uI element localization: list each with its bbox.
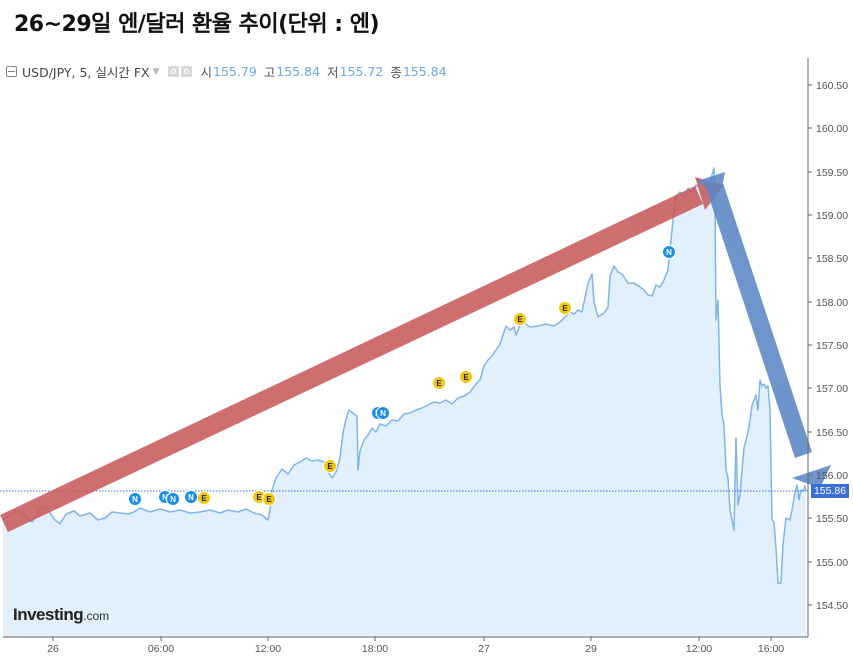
svg-text:E: E [562,304,568,313]
y-tick-label: 157.00 [816,383,848,395]
svg-text:N: N [666,248,672,257]
chevron-down-icon[interactable]: ▼ [152,66,160,77]
low-value: 155.72 [339,64,384,79]
open-label: 시 [200,65,213,80]
collapse-icon[interactable] [6,66,17,77]
y-tick-label: 154.50 [816,600,848,612]
low-label: 저 [327,65,339,80]
y-tick-label: 159.50 [816,167,848,179]
svg-text:E: E [201,494,207,503]
svg-text:N: N [132,495,138,504]
y-tick-label: 156.50 [816,427,848,439]
y-tick-label: 160.50 [816,80,848,92]
economic-event-marker[interactable]: E [459,370,473,384]
y-tick-label: 155.00 [816,557,848,569]
logo-suffix: .com [83,609,110,623]
economic-event-marker[interactable]: E [513,312,527,326]
svg-text:N: N [162,493,168,502]
economic-event-marker[interactable]: E [197,491,211,505]
x-tick-label: 16:00 [758,643,784,655]
y-tick-label: 159.00 [816,210,848,222]
y-tick-label: 155.50 [816,513,848,525]
svg-text:E: E [266,495,272,504]
close-label: 종 [390,65,402,80]
investing-logo: Investing.com [13,605,109,625]
chart-legend: USD/JPY, 5, 실시간 FX ▼ 시 155.79 고 155.84 저… [6,62,447,81]
symbol-label[interactable]: USD/JPY, 5, 실시간 FX [22,65,150,80]
downtrend-arrow [697,172,831,488]
gear-icon[interactable] [180,66,192,77]
svg-text:E: E [327,462,333,471]
price-area [3,168,806,637]
x-tick-label: 26 [47,643,59,655]
x-tick-label: 27 [478,643,490,655]
svg-text:N: N [380,409,386,418]
svg-text:E: E [256,493,262,502]
x-tick-label: 29 [585,643,597,655]
logo-main: Investing [13,605,84,624]
economic-event-marker[interactable]: E [323,459,337,473]
x-tick-label: 12:00 [255,643,281,655]
svg-text:E: E [463,373,469,382]
y-tick-label: 157.50 [816,340,848,352]
x-tick-label: 06:00 [148,643,174,655]
y-tick-label: 160.00 [816,123,848,135]
y-tick-label: 156.00 [816,470,848,482]
news-marker[interactable]: N [376,406,390,420]
svg-text:E: E [436,379,442,388]
y-axis-ticks: 160.50 160.00 159.50 159.00 158.50 158.0… [808,80,848,612]
economic-event-marker[interactable]: E [432,376,446,390]
x-tick-label: 18:00 [362,643,388,655]
economic-event-marker[interactable]: E [558,301,572,315]
x-tick-label: 12:00 [686,643,712,655]
event-markers[interactable]: N N N N E E E E N N E E E E N [128,245,676,506]
close-value: 155.84 [402,64,447,79]
high-label: 고 [263,65,276,80]
open-value: 155.79 [213,64,257,79]
current-price-tag: 155.86 [811,484,849,498]
economic-event-marker[interactable]: E [262,492,276,506]
high-value: 155.84 [276,64,321,79]
news-marker[interactable]: N [166,492,180,506]
svg-text:N: N [170,495,176,504]
svg-text:N: N [188,493,194,502]
news-marker[interactable]: N [184,490,198,504]
svg-text:E: E [517,315,523,324]
news-marker[interactable]: N [662,245,676,259]
x-axis-ticks: 26 06:00 12:00 18:00 27 29 12:00 16:00 [47,637,784,655]
y-tick-label: 158.00 [816,297,848,309]
visibility-icon[interactable] [167,66,179,77]
page-title: 26~29일 엔/달러 환율 추이(단위 : 엔) [14,12,380,37]
y-tick-label: 158.50 [816,253,848,265]
news-marker[interactable]: N [128,492,142,506]
